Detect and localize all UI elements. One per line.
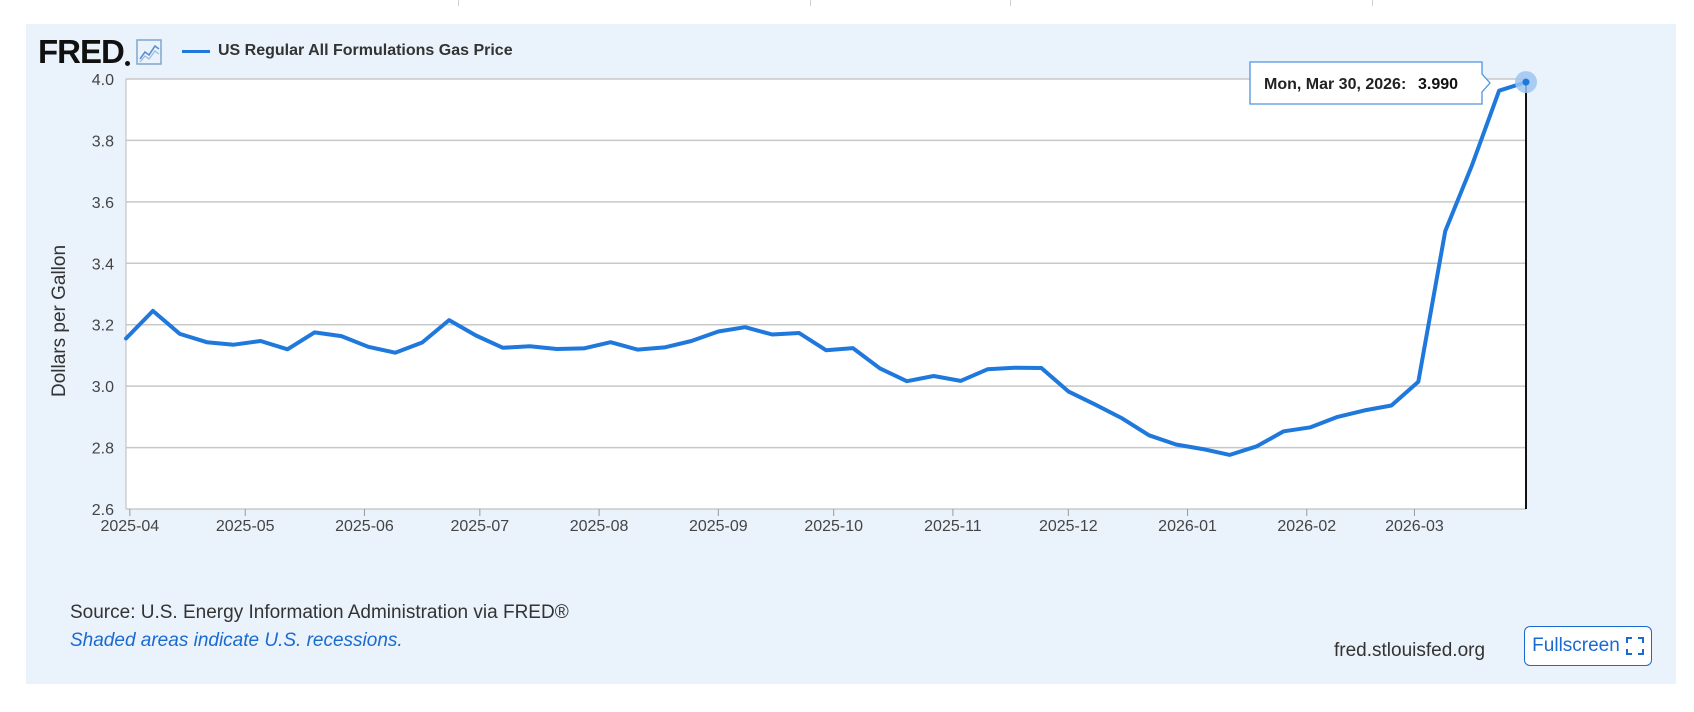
data-point <box>553 345 561 353</box>
data-point <box>580 344 588 352</box>
data-point <box>607 338 615 346</box>
y-tick-label: 2.8 <box>92 441 114 458</box>
data-point <box>445 316 453 324</box>
expand-icon <box>1625 637 1644 655</box>
top-dividers <box>0 0 1694 6</box>
x-tick-label: 2026-02 <box>1277 518 1336 535</box>
y-tick-label: 3.8 <box>92 133 114 150</box>
data-point <box>741 323 749 331</box>
data-point <box>1199 445 1207 453</box>
data-point <box>1468 161 1476 169</box>
tooltip-date: Mon, Mar 30, 2026: <box>1264 76 1406 93</box>
hover-tooltip: Mon, Mar 30, 2026: 3.990 <box>1249 61 1537 509</box>
series-line <box>124 80 1528 457</box>
data-point <box>364 343 372 351</box>
x-tick-label: 2025-12 <box>1039 518 1098 535</box>
fred-logo-text: FRED <box>38 33 125 70</box>
legend-swatch <box>182 49 210 53</box>
data-point <box>634 346 642 354</box>
x-tick-label: 2025-09 <box>689 518 748 535</box>
data-point <box>310 328 318 336</box>
data-point <box>1172 441 1180 449</box>
x-tick-label: 2025-11 <box>924 518 982 535</box>
data-point <box>984 365 992 373</box>
y-tick-label: 3.2 <box>92 318 114 335</box>
y-axis-label: Dollars per Gallon <box>49 245 70 397</box>
x-tick-label: 2025-08 <box>570 518 629 535</box>
data-point <box>1037 364 1045 372</box>
data-point <box>714 327 722 335</box>
data-point <box>1091 401 1099 409</box>
y-tick-label: 3.6 <box>92 195 114 212</box>
data-point <box>149 307 157 315</box>
data-point <box>1334 413 1342 421</box>
data-point <box>930 372 938 380</box>
data-point <box>849 344 857 352</box>
data-point <box>1495 87 1503 95</box>
tooltip-box <box>1249 61 1491 105</box>
tooltip-value: 3.990 <box>1418 76 1458 93</box>
data-point <box>1118 414 1126 422</box>
data-point <box>822 346 830 354</box>
data-point <box>1010 364 1018 372</box>
plot-area <box>126 79 1526 509</box>
data-point <box>687 337 695 345</box>
fullscreen-label: Fullscreen <box>1532 635 1620 656</box>
data-point <box>1307 423 1315 431</box>
data-point <box>391 349 399 357</box>
line-graph-icon <box>136 39 162 65</box>
hover-point <box>1522 78 1530 86</box>
x-tick-label: 2025-07 <box>450 518 509 535</box>
data-point <box>1280 427 1288 435</box>
data-point <box>957 377 965 385</box>
fred-logo-dot <box>124 60 130 66</box>
data-point <box>472 331 480 339</box>
legend-series-label: US Regular All Formulations Gas Price <box>218 42 513 59</box>
x-tick-label: 2025-06 <box>335 518 394 535</box>
source-citation: Source: U.S. Energy Information Administ… <box>70 602 569 623</box>
data-point <box>1414 378 1422 386</box>
data-point <box>1064 387 1072 395</box>
data-point <box>337 332 345 340</box>
data-point <box>903 377 911 385</box>
data-point <box>768 331 776 339</box>
data-point <box>526 342 534 350</box>
x-tick-label: 2026-03 <box>1385 518 1444 535</box>
data-point <box>1253 442 1261 450</box>
data-point <box>876 364 884 372</box>
line-chart[interactable]: 2.6 2.8 3.0 3.2 3.4 3.6 3.8 4.0 2025-04 2025-05 2… <box>26 24 1676 584</box>
recession-note[interactable]: Shaded areas indicate U.S. recessions. <box>70 630 403 651</box>
data-point <box>418 339 426 347</box>
data-point <box>1387 401 1395 409</box>
data-point <box>1226 451 1234 459</box>
data-point <box>203 338 211 346</box>
data-point <box>1441 227 1449 235</box>
data-point <box>284 345 292 353</box>
data-point <box>660 343 668 351</box>
x-tick-label: 2025-05 <box>216 518 275 535</box>
data-point <box>230 341 238 349</box>
y-tick-label: 3.4 <box>92 256 114 273</box>
x-tick-label: 2026-01 <box>1158 518 1217 535</box>
fred-logo[interactable]: FRED <box>38 32 162 72</box>
data-point <box>257 337 265 345</box>
data-point <box>795 329 803 337</box>
x-tick-label: 2025-04 <box>100 518 159 535</box>
y-tick-label: 3.0 <box>92 379 114 396</box>
y-tick-label: 2.6 <box>92 502 114 519</box>
x-tick-label: 2025-10 <box>804 518 863 535</box>
fred-graph-panel: FRED US Regular All Formulations Gas Pri… <box>26 24 1676 684</box>
data-point <box>499 344 507 352</box>
data-point <box>176 330 184 338</box>
fred-site-link[interactable]: fred.stlouisfed.org <box>1334 640 1486 661</box>
data-point <box>1145 431 1153 439</box>
fullscreen-button[interactable]: Fullscreen <box>1524 626 1652 666</box>
data-point <box>122 335 130 343</box>
data-point <box>1360 406 1368 414</box>
y-tick-label: 4.0 <box>92 72 114 89</box>
chart-legend[interactable]: US Regular All Formulations Gas Price <box>182 42 513 60</box>
